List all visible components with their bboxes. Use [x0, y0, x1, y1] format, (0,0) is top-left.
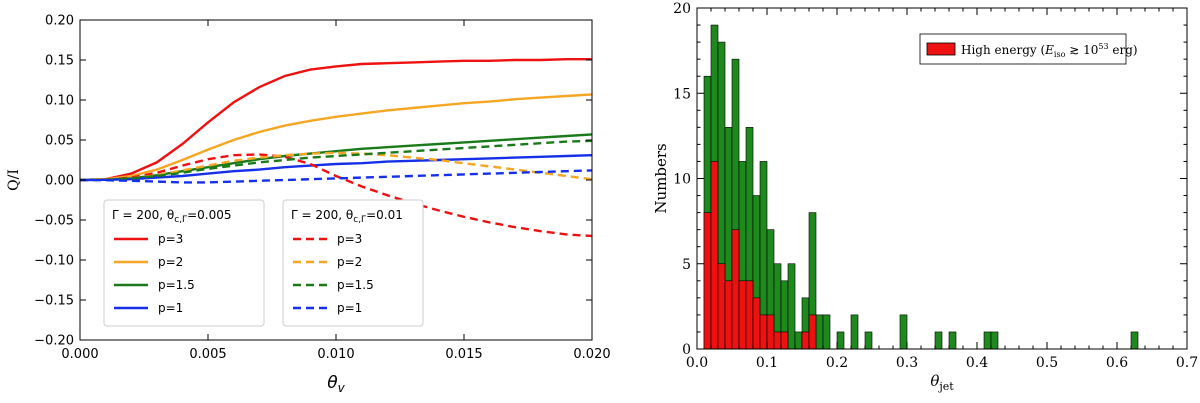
legend-entry-label: p=1.5: [158, 278, 195, 292]
series-line-dashed-p3: [79, 153, 593, 238]
right-legend: High energy (Eiso ≳ 1053 erg): [919, 33, 1138, 65]
y-tick-label: −0.15: [34, 294, 74, 309]
legend-solid: Γ = 200, θc,Γ=0.005 p=3 p=2 p=1.5 p=1: [103, 199, 265, 327]
histogram-bar-all: [864, 331, 873, 350]
histogram-bar-high-energy: [745, 280, 754, 350]
legend-box: [282, 199, 424, 327]
series-line-dashed-p1: [79, 169, 593, 184]
x-tick-label: 0.020: [573, 347, 610, 362]
y-tick-label: 0.15: [45, 54, 74, 69]
right-x-axis-label-sub: jet: [937, 380, 954, 393]
y-tick-label: 10: [673, 172, 691, 188]
x-tick-label: 0.015: [445, 347, 482, 362]
histogram-bar-all: [934, 331, 943, 350]
x-tick-label: 0.010: [317, 347, 354, 362]
legend-title: Γ = 200, θc,Γ=0.01: [291, 208, 403, 225]
histogram-bar-all: [850, 314, 859, 350]
histogram-bar-high-energy: [766, 314, 775, 350]
legend-swatch: [926, 42, 956, 56]
histogram-bar-all: [822, 314, 831, 350]
y-tick-label: −0.05: [34, 214, 74, 229]
y-tick-label: 0.00: [45, 174, 74, 189]
histogram-bar-all: [990, 331, 999, 350]
right-panel: 0.0 0.1 0.2 0.3 0.4 0.5 0.6 0.7 0 5 10 15 20 Numbers…: [652, 1, 1198, 393]
x-tick-label: 0.0: [686, 355, 708, 371]
histogram-bar-all: [1130, 331, 1139, 350]
legend-entry-label: p=1: [337, 301, 362, 315]
histogram-bar-high-energy: [773, 331, 782, 350]
y-tick-label: 5: [682, 257, 691, 273]
left-series-lines: [79, 58, 593, 238]
legend-entry-label: p=1: [158, 301, 183, 315]
x-tick-label: 0.5: [1036, 355, 1058, 371]
right-histogram-bars: [703, 24, 1139, 350]
legend-title: Γ = 200, θc,Γ=0.005: [112, 208, 232, 225]
left-y-axis-label: Q/I: [6, 169, 22, 191]
histogram-bar-high-energy: [717, 263, 726, 350]
series-line-solid-p1: [79, 154, 593, 182]
histogram-bar-high-energy: [801, 331, 810, 350]
left-ticks: 0.000 0.005 0.010 0.015 0.020 −0.20 −0.15 −0.10…: [34, 14, 610, 363]
y-tick-label: 0: [682, 342, 691, 358]
y-tick-label: 0.05: [45, 134, 74, 149]
legend-entry-label: p=3: [337, 232, 362, 246]
legend-entry-label: High energy (Eiso ≳ 1053 erg): [961, 42, 1138, 59]
histogram-bar-high-energy: [808, 314, 817, 350]
x-tick-label: 0.6: [1106, 355, 1128, 371]
series-line-dashed-p1.5: [79, 139, 593, 182]
x-tick-label: 0.000: [61, 347, 98, 362]
y-tick-label: 20: [673, 1, 691, 17]
y-tick-label: 15: [673, 86, 691, 102]
x-tick-label: 0.7: [1176, 355, 1198, 371]
series-line-dashed-p2: [79, 151, 593, 182]
left-x-axis-label-main: θ: [327, 373, 338, 393]
histogram-bar-high-energy: [731, 229, 740, 350]
histogram-bar-all: [836, 331, 845, 350]
series-line-solid-p2: [79, 93, 593, 182]
x-tick-label: 0.4: [966, 355, 988, 371]
y-tick-label: 0.20: [45, 14, 74, 29]
x-tick-label: 0.2: [826, 355, 848, 371]
histogram-bar-high-energy: [752, 297, 761, 350]
left-panel: 0.000 0.005 0.010 0.015 0.020 −0.20 −0.15 −0.10…: [6, 14, 611, 396]
histogram-bar-all: [787, 263, 796, 350]
histogram-bar-all: [948, 331, 957, 350]
legend-entry-label: p=1.5: [337, 278, 374, 292]
right-y-axis-label: Numbers: [652, 143, 670, 213]
histogram-bar-high-energy: [724, 280, 733, 350]
y-tick-label: −0.10: [34, 254, 74, 269]
histogram-bar-high-energy: [759, 314, 768, 350]
series-line-solid-p3: [79, 58, 592, 182]
right-x-axis-label-main: θ: [930, 372, 939, 390]
right-x-axis-label: θjet: [930, 372, 954, 393]
histogram-bar-high-energy: [703, 212, 712, 350]
y-tick-label: −0.20: [34, 334, 74, 349]
x-tick-label: 0.005: [189, 347, 226, 362]
legend-entry-label: p=3: [158, 232, 183, 246]
legend-entry-label: p=2: [158, 255, 183, 269]
legend-dashed: Γ = 200, θc,Γ=0.01 p=3 p=2 p=1.5 p=1: [282, 199, 424, 327]
histogram-bar-all: [983, 331, 992, 350]
histogram-bar-high-energy: [780, 331, 789, 350]
histogram-bar-high-energy: [738, 280, 747, 350]
y-tick-label: 0.10: [45, 94, 74, 109]
legend-entry-label: p=2: [337, 255, 362, 269]
legend-box: [103, 199, 265, 327]
x-tick-label: 0.1: [756, 355, 778, 371]
histogram-bar-all: [794, 331, 803, 350]
left-x-axis-label: θv: [327, 373, 345, 395]
right-ticks: 0.0 0.1 0.2 0.3 0.4 0.5 0.6 0.7 0 5 10 15 20: [673, 1, 1198, 371]
x-tick-label: 0.3: [896, 355, 918, 371]
histogram-bar-all: [899, 314, 908, 350]
left-x-axis-label-sub: v: [338, 381, 346, 395]
histogram-bar-all: [815, 314, 824, 350]
histogram-bar-high-energy: [710, 161, 719, 350]
